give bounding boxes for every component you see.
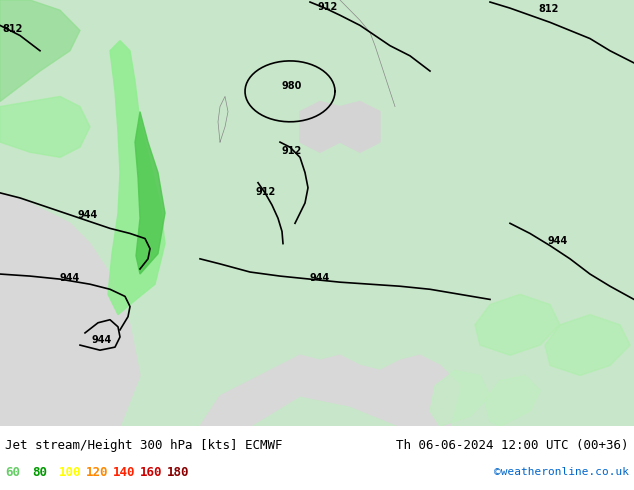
Polygon shape [0, 97, 90, 157]
Polygon shape [0, 193, 140, 426]
Polygon shape [135, 112, 165, 274]
Text: ©weatheronline.co.uk: ©weatheronline.co.uk [494, 467, 629, 477]
Polygon shape [200, 355, 460, 426]
Text: 180: 180 [167, 466, 190, 479]
Text: 944: 944 [60, 273, 81, 283]
Text: 944: 944 [78, 210, 98, 220]
Polygon shape [545, 315, 630, 375]
Text: Th 06-06-2024 12:00 UTC (00+36): Th 06-06-2024 12:00 UTC (00+36) [396, 439, 629, 452]
Polygon shape [475, 294, 560, 355]
Text: 980: 980 [282, 81, 302, 91]
Text: 160: 160 [140, 466, 162, 479]
Text: 912: 912 [282, 147, 302, 156]
Text: 944: 944 [548, 236, 568, 245]
Text: 912: 912 [255, 187, 275, 197]
Text: 120: 120 [86, 466, 108, 479]
Text: 912: 912 [318, 2, 339, 12]
Text: 140: 140 [113, 466, 136, 479]
Text: 812: 812 [538, 4, 559, 14]
Text: 812: 812 [2, 24, 22, 34]
Text: 100: 100 [59, 466, 82, 479]
Polygon shape [300, 101, 380, 152]
Text: 944: 944 [92, 335, 112, 345]
Polygon shape [485, 375, 540, 426]
Text: 60: 60 [5, 466, 20, 479]
Polygon shape [0, 0, 80, 101]
Text: Jet stream/Height 300 hPa [kts] ECMWF: Jet stream/Height 300 hPa [kts] ECMWF [5, 439, 283, 452]
Text: 80: 80 [32, 466, 47, 479]
Text: 944: 944 [310, 273, 330, 283]
Polygon shape [430, 370, 490, 426]
Polygon shape [108, 41, 165, 315]
